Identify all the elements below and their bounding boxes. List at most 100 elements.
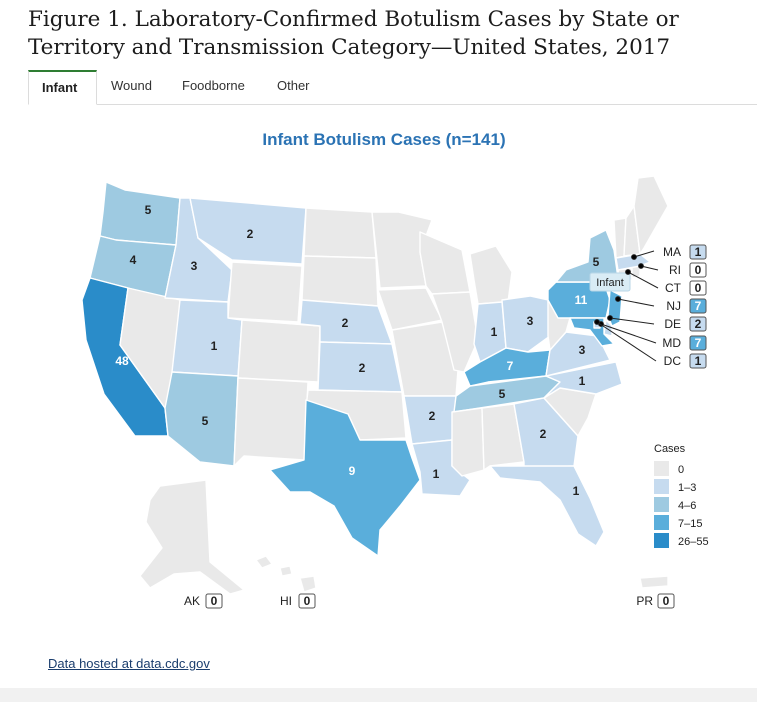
value-pa: 11 [575, 293, 588, 307]
callout-box-nj [689, 298, 707, 314]
state-mi[interactable] [469, 245, 513, 305]
territory-box-ak [205, 593, 223, 609]
category-tabs: Infant Wound Foodborne Other [28, 70, 757, 105]
value-or: 4 [130, 253, 137, 267]
legend-label-7-15: 7–15 [678, 518, 702, 530]
territory-value-hi: 0 [304, 594, 311, 608]
tab-wound[interactable]: Wound [111, 78, 152, 93]
callout-box-ma [689, 244, 707, 260]
value-mt: 2 [247, 227, 254, 241]
state-value-labels: 5 4 48 3 2 1 5 2 2 9 2 1 1 3 7 5 3 1 2 1… [115, 203, 599, 498]
legend-label-4-6: 4–6 [678, 500, 696, 512]
state-al[interactable] [481, 403, 525, 471]
territory-box-hi [298, 593, 316, 609]
state-ak[interactable] [139, 479, 245, 595]
legend-label-26-55: 26–55 [678, 536, 709, 548]
tooltip-box [589, 272, 631, 292]
value-ny: 5 [593, 255, 600, 269]
territory-label-hi: HI [280, 594, 292, 608]
tooltip-text: Infant [596, 277, 624, 289]
callout-value-dc: 1 [695, 354, 702, 368]
state-mo[interactable] [391, 321, 459, 397]
state-me[interactable] [633, 175, 669, 255]
callout-label-ma: MA [663, 245, 681, 259]
value-ca: 48 [115, 354, 129, 368]
tab-other[interactable]: Other [277, 78, 310, 93]
state-wa[interactable] [99, 181, 181, 246]
callout-box-ct [689, 280, 707, 296]
callout-label-ri: RI [669, 263, 681, 277]
callout-value-nj: 7 [695, 299, 702, 313]
territory-labels: AK 0 HI 0 PR 0 [184, 593, 675, 609]
tab-foodborne[interactable]: Foodborne [182, 78, 245, 93]
value-tn: 5 [499, 387, 506, 401]
map-title: Infant Botulism Cases (n=141) [262, 130, 505, 149]
state-wi[interactable] [419, 231, 471, 295]
callout-box-dc [689, 353, 707, 369]
callout-label-md: MD [662, 336, 681, 350]
callout-value-ri: 0 [695, 263, 702, 277]
value-wa: 5 [145, 203, 152, 217]
state-nd[interactable] [303, 207, 377, 259]
callout-box-de [689, 316, 707, 332]
state-pr[interactable] [639, 575, 669, 589]
legend: Cases 0 1–3 4–6 7–15 26–55 [654, 443, 709, 548]
tab-infant[interactable]: Infant [28, 70, 97, 105]
callout-leaders [594, 250, 659, 362]
bottom-strip [0, 688, 757, 702]
legend-swatch-7-15 [654, 515, 669, 530]
state-mt[interactable] [189, 197, 307, 265]
state-shapes [81, 175, 669, 595]
callout-label-de: DE [664, 317, 681, 331]
value-ks: 2 [359, 361, 366, 375]
legend-swatch-0 [654, 461, 669, 476]
state-nc[interactable] [543, 361, 623, 399]
legend-label-0: 0 [678, 464, 684, 476]
state-wy[interactable] [227, 261, 303, 323]
legend-swatch-26-55 [654, 533, 669, 548]
territory-box-pr [657, 593, 675, 609]
legend-swatch-4-6 [654, 497, 669, 512]
value-in: 1 [491, 325, 498, 339]
tooltip: Infant [589, 272, 631, 292]
callout-box-ri [689, 262, 707, 278]
us-map: Infant Botulism Cases (n=141) [81, 130, 709, 609]
territory-value-ak: 0 [211, 594, 218, 608]
value-id: 3 [191, 259, 198, 273]
value-ky: 7 [507, 359, 514, 373]
callout-value-de: 2 [695, 317, 702, 331]
state-hi[interactable] [255, 555, 317, 593]
value-nc: 1 [579, 374, 586, 388]
figure-title: Figure 1. Laboratory-Confirmed Botulism … [28, 7, 679, 60]
small-state-callouts: MA 1 RI 0 CT 0 NJ 7 DE 2 MD 7 DC 1 [662, 244, 707, 369]
value-ar: 2 [429, 409, 436, 423]
value-tx: 9 [349, 464, 356, 478]
callout-value-ma: 1 [695, 245, 702, 259]
state-ms[interactable] [451, 407, 485, 477]
territory-value-pr: 0 [663, 594, 670, 608]
state-nm[interactable] [233, 377, 309, 467]
callout-label-ct: CT [665, 281, 682, 295]
state-fl[interactable] [489, 465, 605, 547]
state-sd[interactable] [301, 255, 379, 307]
data-source-link[interactable]: Data hosted at data.cdc.gov [48, 656, 210, 671]
legend-swatch-1-3 [654, 479, 669, 494]
value-oh: 3 [527, 314, 534, 328]
territory-label-pr: PR [636, 594, 653, 608]
callout-label-dc: DC [664, 354, 682, 368]
territory-label-ak: AK [184, 594, 200, 608]
value-va: 3 [579, 343, 586, 357]
value-la: 1 [433, 467, 440, 481]
callout-value-md: 7 [695, 336, 702, 350]
value-ut: 1 [211, 339, 218, 353]
state-az[interactable] [164, 371, 239, 467]
state-tx[interactable] [269, 399, 421, 557]
callout-label-nj: NJ [666, 299, 681, 313]
legend-title: Cases [654, 443, 686, 455]
state-co[interactable] [237, 319, 321, 383]
value-ga: 2 [540, 427, 547, 441]
callout-value-ct: 0 [695, 281, 702, 295]
value-ne: 2 [342, 316, 349, 330]
value-fl: 1 [573, 484, 580, 498]
callout-box-md [689, 335, 707, 351]
